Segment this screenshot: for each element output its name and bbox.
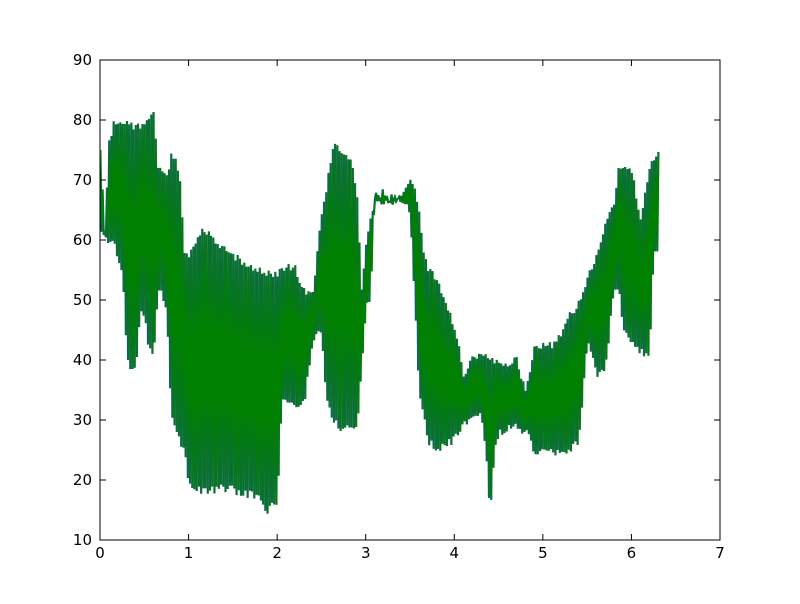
y-tick-label: 50 (73, 291, 92, 309)
x-axis: 0 1 2 3 4 5 6 7 (95, 60, 725, 562)
y-tick-label: 20 (73, 471, 92, 489)
x-tick-label: 4 (450, 544, 460, 562)
series-shadow-line (100, 112, 659, 514)
y-tick-label: 70 (73, 171, 92, 189)
x-tick-label: 2 (272, 544, 282, 562)
x-tick-label: 7 (715, 544, 725, 562)
y-tick-label: 90 (73, 51, 92, 69)
x-tick-label: 6 (627, 544, 637, 562)
x-tick-label: 5 (538, 544, 548, 562)
y-tick-label: 60 (73, 231, 92, 249)
y-axis: 10 20 30 40 50 60 70 80 90 (73, 51, 720, 549)
x-tick-label: 1 (184, 544, 194, 562)
x-tick-label: 3 (361, 544, 371, 562)
y-tick-label: 80 (73, 111, 92, 129)
y-tick-label: 40 (73, 351, 92, 369)
y-tick-label: 10 (73, 531, 92, 549)
x-tick-label: 0 (95, 544, 105, 562)
y-tick-label: 30 (73, 411, 92, 429)
series-line (100, 112, 660, 514)
